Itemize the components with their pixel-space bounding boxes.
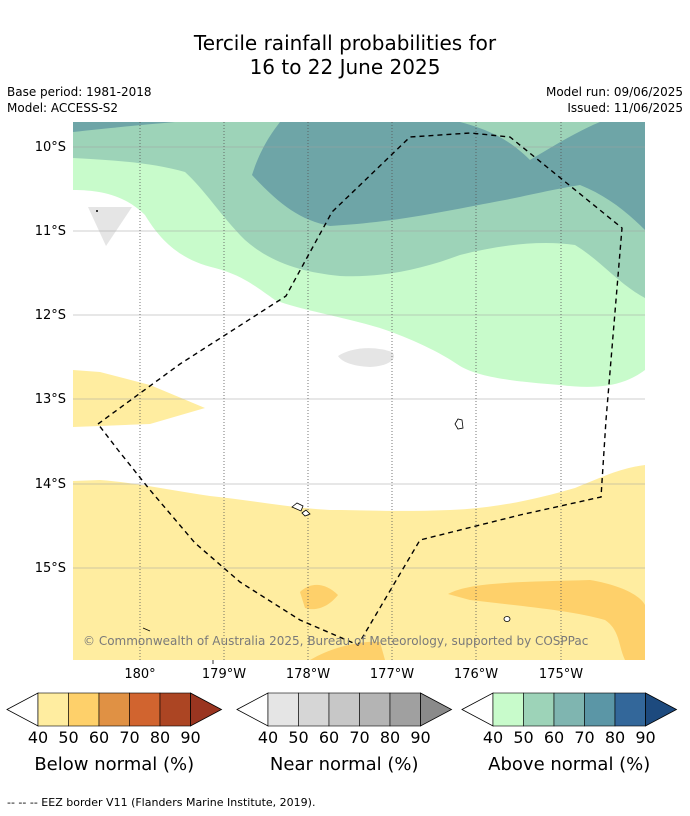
- island-rotuma: [454, 418, 464, 430]
- lat-label-15s: 15°S: [35, 561, 66, 576]
- above-60-region: [73, 122, 645, 230]
- colorbar-over-triangle: [420, 692, 453, 727]
- base-period: Base period: 1981-2018: [7, 85, 152, 99]
- island-small: [503, 616, 511, 622]
- colorbar-tick-label: 80: [380, 728, 400, 747]
- lon-label-177w: 177°W: [370, 667, 414, 682]
- colorbar-swatch: [37, 692, 69, 727]
- island-west: [142, 627, 151, 632]
- colorbar-tick-label: 60: [544, 728, 564, 747]
- lon-labels: 180° 179°W 178°W 177°W 176°W 175°W: [124, 667, 583, 682]
- colorbar-over-triangle: [645, 692, 678, 727]
- islands: [142, 418, 511, 632]
- colorbar-swatch: [614, 692, 646, 727]
- colorbar-tick-label: 50: [58, 728, 78, 747]
- colorbar-swatch: [159, 692, 191, 727]
- colorbar-swatch: [359, 692, 391, 727]
- colorbar-tick-label: 40: [483, 728, 503, 747]
- colorbar-2: 40 50 60 70 80 90 Near normal (%): [236, 692, 453, 775]
- near-40-patch-1: [88, 207, 132, 246]
- issued-date: Issued: 11/06/2025: [567, 101, 683, 115]
- colorbar-under-triangle: [236, 692, 269, 727]
- eez-border: [97, 132, 623, 646]
- colorbar-tick-label: 50: [513, 728, 533, 747]
- meta-left: Base period: 1981-2018 Model: ACCESS-S2: [7, 84, 152, 116]
- model-name: Model: ACCESS-S2: [7, 101, 119, 115]
- island-futuna: [301, 509, 311, 517]
- colorbar-under-triangle: [461, 692, 494, 727]
- lon-label-178w: 178°W: [286, 667, 330, 682]
- colorbar-swatch: [129, 692, 161, 727]
- colorbar-under-triangle: [6, 692, 39, 727]
- colorbar-swatch: [553, 692, 585, 727]
- colorbar-tick-label: 40: [258, 728, 278, 747]
- below-50-patch-3: [310, 641, 385, 660]
- colorbar-tick-label: 70: [574, 728, 594, 747]
- lon-label-176w: 176°W: [454, 667, 498, 682]
- colorbar-title: Below normal (%): [34, 754, 194, 775]
- colorbar-tick-label: 80: [605, 728, 625, 747]
- colorbar-tick-label: 70: [119, 728, 139, 747]
- island-wallis: [291, 502, 304, 512]
- lat-label-12s: 12°S: [35, 308, 66, 323]
- colorbar-tick-label: 90: [635, 728, 655, 747]
- model-run: Model run: 09/06/2025: [545, 85, 683, 99]
- colorbar-title: Near normal (%): [270, 754, 419, 775]
- title-line-2: 16 to 22 June 2025: [249, 55, 441, 79]
- eez-footnote: -- -- -- EEZ border V11 (Flanders Marine…: [7, 796, 316, 809]
- lon-label-180: 180°: [124, 667, 155, 682]
- colorbar-tick-label: 40: [28, 728, 48, 747]
- meta-right: Model run: 09/06/2025 Issued: 11/06/2025: [546, 84, 683, 116]
- chart-title: Tercile rainfall probabilities for 16 to…: [0, 31, 690, 79]
- colorbar-tick-label: 80: [150, 728, 170, 747]
- colorbar-over-triangle: [190, 692, 223, 727]
- lon-label-179w: 179°W: [202, 667, 246, 682]
- map-fields: [73, 122, 645, 660]
- colorbar-swatch: [267, 692, 299, 727]
- colorbars: 40 50 60 70 80 90 Below normal (%) 40 50 60 70 80 90…: [6, 692, 678, 775]
- lat-label-14s: 14°S: [35, 477, 66, 492]
- colorbar-swatch: [492, 692, 524, 727]
- lat-label-13s: 13°S: [35, 392, 66, 407]
- colorbar-tick-label: 60: [89, 728, 109, 747]
- colorbar-swatch: [584, 692, 616, 727]
- colorbar-swatch: [523, 692, 555, 727]
- lat-label-10s: 10°S: [35, 140, 66, 155]
- colorbar-title: Above normal (%): [488, 754, 650, 775]
- colorbar-swatch: [98, 692, 130, 727]
- colorbar-swatch: [328, 692, 360, 727]
- colorbar-swatch: [68, 692, 100, 727]
- colorbar-1: 40 50 60 70 80 90 Below normal (%): [6, 692, 223, 775]
- colorbar-tick-label: 90: [180, 728, 200, 747]
- near-40-patch-2: [338, 348, 394, 367]
- colorbar-tick-label: 50: [288, 728, 308, 747]
- colorbar-tick-label: 60: [319, 728, 339, 747]
- lat-label-11s: 11°S: [35, 224, 66, 239]
- below-50-patch-1: [300, 584, 338, 610]
- lat-labels: 10°S 11°S 12°S 13°S 14°S 15°S: [35, 140, 66, 576]
- colorbar-tick-label: 70: [349, 728, 369, 747]
- below-50-patch-2: [448, 580, 645, 660]
- reef-dot: [96, 210, 98, 212]
- copyright-text: © Commonwealth of Australia 2025, Bureau…: [83, 634, 588, 648]
- colorbar-swatch: [298, 692, 330, 727]
- lat-gridlines: [73, 146, 645, 569]
- colorbar-tick-label: 90: [410, 728, 430, 747]
- title-line-1: Tercile rainfall probabilities for: [193, 31, 497, 55]
- lon-label-175w: 175°W: [539, 667, 583, 682]
- colorbar-swatch: [389, 692, 421, 727]
- colorbar-3: 40 50 60 70 80 90 Above normal (%): [461, 692, 678, 775]
